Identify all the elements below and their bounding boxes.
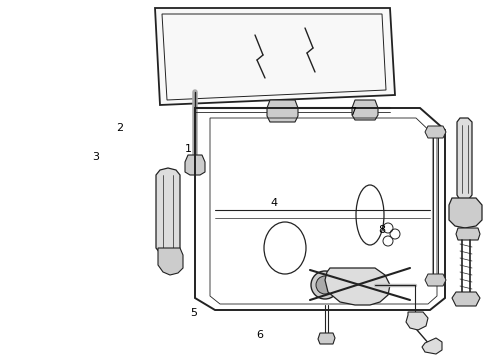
Text: 7: 7 xyxy=(349,107,356,117)
Polygon shape xyxy=(155,8,395,105)
Polygon shape xyxy=(185,155,205,175)
Polygon shape xyxy=(267,100,298,122)
Text: 6: 6 xyxy=(256,330,263,340)
Polygon shape xyxy=(156,168,180,255)
Polygon shape xyxy=(452,292,480,306)
Text: 1: 1 xyxy=(185,144,192,154)
Polygon shape xyxy=(449,198,482,228)
Polygon shape xyxy=(422,338,442,354)
Polygon shape xyxy=(325,268,390,305)
Polygon shape xyxy=(406,312,428,330)
Ellipse shape xyxy=(316,276,334,294)
Polygon shape xyxy=(318,333,335,344)
Text: 5: 5 xyxy=(190,308,197,318)
Polygon shape xyxy=(352,100,378,120)
Polygon shape xyxy=(457,118,472,200)
Text: 2: 2 xyxy=(117,123,123,133)
Circle shape xyxy=(415,318,419,322)
Polygon shape xyxy=(425,274,446,286)
Polygon shape xyxy=(158,248,183,275)
Polygon shape xyxy=(456,228,480,240)
Ellipse shape xyxy=(311,271,339,299)
Polygon shape xyxy=(425,126,446,138)
Text: 4: 4 xyxy=(271,198,278,208)
Text: 8: 8 xyxy=(379,225,386,235)
Text: 3: 3 xyxy=(92,152,99,162)
